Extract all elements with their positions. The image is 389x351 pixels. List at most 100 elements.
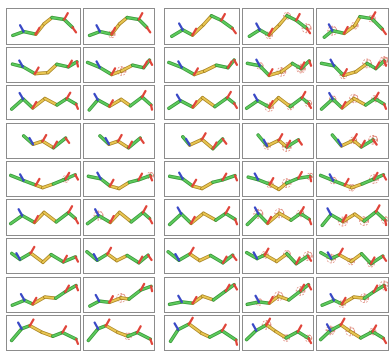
sulfur-bond-highlight [200, 181, 214, 190]
carbon-bond-highlight [371, 330, 385, 340]
carbon-bond-highlight [246, 212, 260, 226]
oxygen-atom [140, 89, 147, 99]
sulfur-bond-highlight [120, 98, 132, 107]
carbon-bond-highlight [246, 62, 261, 67]
oxygen-atom [300, 90, 307, 100]
structure-panel [83, 47, 155, 83]
carbon-bond-highlight [21, 214, 36, 224]
oxygen-atom [74, 173, 80, 181]
structure-panel [316, 85, 389, 120]
nitrogen-atom [17, 321, 23, 330]
carbon-bond-highlight [295, 19, 308, 30]
sulfur-bond-highlight [108, 296, 123, 304]
oxygen-atom [127, 140, 134, 149]
carbon-bond-highlight [220, 19, 234, 30]
oxygen-atom [265, 317, 272, 326]
sulfur-bond-highlight [350, 182, 364, 189]
structure-panel [83, 8, 155, 45]
oxygen-atom [108, 178, 115, 188]
carbon-bond-highlight [137, 18, 148, 29]
sulfur-bond-highlight [203, 64, 218, 72]
carbon-bond-highlight [257, 300, 271, 305]
carbon-bond-highlight [168, 300, 183, 306]
carbon-bond-highlight [296, 330, 310, 340]
structure-panel [164, 47, 240, 83]
sulfur-bond-highlight [115, 254, 129, 262]
carbon-bond-highlight [287, 289, 302, 301]
carbon-bond-highlight [67, 211, 77, 220]
sulfur-bond-highlight [338, 253, 353, 263]
oxygen-atom [305, 27, 312, 35]
carbon-bond-highlight [18, 252, 32, 261]
oxygen-atom [221, 137, 228, 145]
sulfur-bond-highlight [341, 213, 356, 223]
nitrogen-atom [255, 58, 261, 67]
oxygen-atom [233, 283, 239, 291]
carbon-bond-highlight [52, 177, 67, 185]
oxygen-atom [108, 295, 115, 304]
sulfur-bond-highlight [43, 97, 59, 107]
carbon-bond-highlight [363, 210, 378, 223]
sulfur-bond-highlight [353, 15, 361, 27]
oxygen-atom [61, 325, 68, 334]
oxygen-atom [297, 138, 303, 146]
oxygen-atom [340, 296, 347, 306]
structure-panel [83, 238, 155, 274]
oxygen-atom [306, 254, 313, 262]
carbon-bond-highlight [248, 28, 261, 38]
carbon-bond-highlight [374, 97, 386, 106]
nitrogen-atom [327, 23, 334, 32]
carbon-bond-highlight [130, 211, 145, 223]
oxygen-atom [268, 295, 274, 305]
sulfur-bond-highlight [104, 324, 119, 334]
sulfur-bond-highlight [352, 139, 363, 148]
structure-panel [242, 8, 314, 45]
carbon-bond-highlight [257, 212, 269, 225]
structure-panel [83, 161, 155, 197]
carbon-bond-highlight [285, 330, 299, 339]
carbon-bond-highlight [170, 28, 184, 38]
sulfur-bond-highlight [350, 252, 363, 263]
structure-panel [242, 85, 314, 120]
oxygen-atom [110, 67, 117, 76]
oxygen-atom [142, 60, 149, 69]
carbon-bond-highlight [224, 212, 237, 221]
nitrogen-atom [328, 173, 335, 182]
structure-panel [164, 123, 240, 159]
sulfur-bond-highlight [188, 322, 203, 335]
carbon-bond-highlight [226, 96, 236, 105]
carbon-bond-highlight [245, 329, 258, 341]
oxygen-atom [28, 318, 35, 327]
carbon-bond-highlight [319, 174, 335, 182]
oxygen-atom [233, 58, 239, 66]
carbon-bond-highlight [22, 30, 37, 36]
carbon-bond-highlight [168, 212, 183, 226]
nitrogen-atom [17, 208, 24, 217]
oxygen-atom [339, 317, 346, 326]
sulfur-bond-highlight [340, 139, 355, 147]
oxygen-atom [74, 337, 80, 346]
carbon-bond-highlight [129, 96, 144, 107]
nitrogen-atom [253, 93, 259, 102]
carbon-bond-highlight [209, 254, 224, 264]
oxygen-atom [191, 100, 198, 109]
carbon-bond-highlight [65, 97, 78, 106]
oxygen-atom [149, 103, 154, 111]
carbon-bond-highlight [215, 64, 230, 69]
sulfur-bond-highlight [352, 296, 366, 300]
carbon-bond-highlight [55, 211, 70, 223]
oxygen-atom [285, 139, 292, 149]
carbon-bond-highlight [329, 213, 344, 223]
oxygen-atom [307, 283, 313, 291]
oxygen-atom [104, 318, 111, 327]
structure-panel [242, 47, 314, 83]
carbon-bond-highlight [221, 329, 237, 342]
oxygen-atom [64, 284, 70, 293]
oxygen-atom [360, 139, 366, 149]
structure-panel [316, 315, 389, 351]
carbon-bond-highlight [61, 331, 78, 341]
oxygen-atom [307, 337, 313, 345]
carbon-bond-highlight [50, 253, 65, 263]
oxygen-atom [299, 206, 305, 215]
